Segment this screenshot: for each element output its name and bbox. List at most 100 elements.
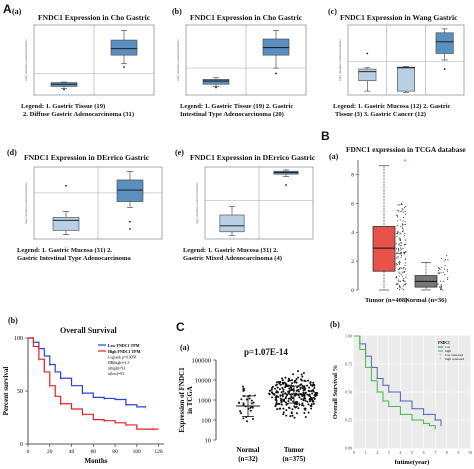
cb-legend-swatch: + xyxy=(439,352,442,357)
y-axis-label: log2 median-centered intensity xyxy=(24,182,28,224)
scatter-point xyxy=(290,387,293,390)
jitter-point xyxy=(397,256,399,258)
jitter-point xyxy=(437,283,439,285)
scatter-point xyxy=(285,394,288,397)
jitter-point xyxy=(405,276,407,278)
jitter-point xyxy=(440,272,442,274)
scatter-point xyxy=(282,388,285,391)
scatter-point xyxy=(275,381,278,384)
scatter-point xyxy=(296,386,299,389)
y-axis-label: log2 median-centered intensity xyxy=(176,39,180,81)
jitter-point xyxy=(437,273,439,275)
jitter-point xyxy=(399,211,401,213)
scatter-point xyxy=(310,407,313,410)
scatter-point xyxy=(289,415,292,418)
jitter-point xyxy=(397,250,399,252)
jitter-point xyxy=(396,220,398,222)
tcga-scatter-plot: 10 100 1000 10000 100000 Expression of FNDC1 i… xyxy=(178,358,319,463)
scatter-point xyxy=(309,400,312,403)
cb-legend-entry: high xyxy=(445,349,451,353)
jitter-point xyxy=(398,210,400,212)
cb-censor-mark: + xyxy=(422,413,424,417)
cb-censor-mark: + xyxy=(411,407,413,411)
km-legend-high: High FNDC1 TPM xyxy=(108,349,141,354)
jitter-point xyxy=(447,277,449,279)
box-outlier xyxy=(275,72,277,75)
jitter-point xyxy=(395,264,397,266)
scatter-point xyxy=(313,397,316,400)
scatter-point xyxy=(284,376,287,379)
scatter-point xyxy=(304,387,307,390)
scatter-point xyxy=(309,381,312,384)
km-series-low xyxy=(28,337,146,408)
box-body xyxy=(219,214,245,233)
scatter-point xyxy=(315,391,318,394)
scatter-point xyxy=(286,402,289,405)
jitter-point xyxy=(395,257,397,259)
cb-legend-entry: low xyxy=(445,345,451,349)
scatter-point xyxy=(307,389,310,392)
scatter-point xyxy=(298,403,301,406)
jitter-point xyxy=(401,242,403,244)
scatter-point xyxy=(250,402,253,405)
cb-legend-title: FNDC1 xyxy=(438,341,450,345)
x-tick-label: 10 xyxy=(468,450,472,455)
scatter-point xyxy=(303,412,306,415)
scatter-point xyxy=(294,394,297,397)
jitter-point xyxy=(401,271,403,273)
category-name: Normal xyxy=(237,446,260,454)
scatter-point xyxy=(313,386,316,389)
jitter-point xyxy=(397,263,399,265)
y-axis-label-line2: in TCGA xyxy=(186,386,194,414)
cb-censor-mark: + xyxy=(434,427,436,431)
jitter-point xyxy=(405,239,407,241)
scatter-point xyxy=(300,398,303,401)
scatter-point xyxy=(314,395,317,398)
tcga-box-plot: 0 2 4 6 8 * xyxy=(351,158,449,294)
km-survival-plot: 0 50 100 0 20 40 60 80 100 120 Percent survival Mon… xyxy=(2,336,164,465)
jitter-point xyxy=(396,224,398,227)
y-axis-label: Overall Survival % xyxy=(332,365,339,419)
scatter-point xyxy=(281,381,284,384)
scatter-point xyxy=(269,389,272,392)
tcga-cat-tumor: Tumor (n=408) xyxy=(365,297,408,304)
x-tick-label: 9 xyxy=(457,450,459,455)
scatter-point xyxy=(295,403,298,406)
box-outlier xyxy=(65,184,67,187)
scatter-point xyxy=(283,381,286,384)
y-tick-label: 1.00 xyxy=(345,334,352,339)
x-tick-label: 120 xyxy=(154,449,163,455)
jitter-point xyxy=(438,268,440,270)
scatter-point xyxy=(252,401,255,404)
jitter-point xyxy=(446,270,448,272)
scatter-point xyxy=(274,405,277,408)
subpanel-ba-title: FDNC1 expression in TCGA database xyxy=(346,145,466,154)
box-outlier xyxy=(285,184,287,186)
scatter-point xyxy=(303,379,306,382)
cb-censor-mark: + xyxy=(440,424,442,428)
jitter-point xyxy=(399,233,401,235)
cb-censor-mark: + xyxy=(428,424,430,428)
subpanel-c-title: FNDC1 Expression in Wang Gastric xyxy=(340,13,458,22)
scatter-point xyxy=(285,409,288,412)
jitter-point xyxy=(402,271,404,273)
scatter-point xyxy=(297,394,300,397)
jitter-point xyxy=(398,204,400,206)
jitter-point xyxy=(398,243,400,245)
jitter-point xyxy=(399,287,401,289)
cb-legend-entry: high censored xyxy=(445,357,464,361)
x-tick-label: 80 xyxy=(112,449,118,455)
scatter-point xyxy=(291,382,294,385)
cb-censor-mark: + xyxy=(399,413,401,417)
subpanel-d-label: (d) xyxy=(7,148,17,157)
scatter-point xyxy=(271,385,274,388)
jitter-point xyxy=(446,255,448,257)
jitter-point xyxy=(397,281,399,283)
jitter-point xyxy=(441,266,443,269)
y-tick-label: 4 xyxy=(351,230,354,236)
jitter-point xyxy=(400,251,403,253)
scatter-point xyxy=(312,388,315,391)
scatter-point xyxy=(306,400,309,403)
box-outlier xyxy=(129,228,131,230)
jitter-point xyxy=(402,279,404,281)
